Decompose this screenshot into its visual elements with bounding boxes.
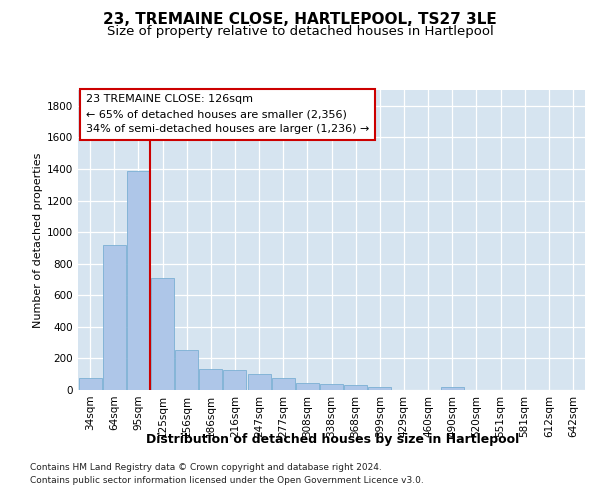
Bar bbox=[441, 387, 464, 390]
Bar bbox=[199, 370, 222, 390]
Bar bbox=[175, 350, 198, 390]
Text: Size of property relative to detached houses in Hartlepool: Size of property relative to detached ho… bbox=[107, 25, 493, 38]
Text: Distribution of detached houses by size in Hartlepool: Distribution of detached houses by size … bbox=[146, 432, 520, 446]
Bar bbox=[151, 278, 174, 390]
Bar bbox=[127, 170, 150, 390]
Text: Contains HM Land Registry data © Crown copyright and database right 2024.: Contains HM Land Registry data © Crown c… bbox=[30, 464, 382, 472]
Bar bbox=[79, 378, 101, 390]
Bar bbox=[344, 386, 367, 390]
Bar bbox=[248, 374, 271, 390]
Text: 23, TREMAINE CLOSE, HARTLEPOOL, TS27 3LE: 23, TREMAINE CLOSE, HARTLEPOOL, TS27 3LE bbox=[103, 12, 497, 28]
Bar bbox=[223, 370, 247, 390]
Text: Contains public sector information licensed under the Open Government Licence v3: Contains public sector information licen… bbox=[30, 476, 424, 485]
Text: 23 TREMAINE CLOSE: 126sqm
← 65% of detached houses are smaller (2,356)
34% of se: 23 TREMAINE CLOSE: 126sqm ← 65% of detac… bbox=[86, 94, 369, 134]
Bar bbox=[368, 387, 391, 390]
Y-axis label: Number of detached properties: Number of detached properties bbox=[33, 152, 43, 328]
Bar bbox=[320, 384, 343, 390]
Bar bbox=[272, 378, 295, 390]
Bar bbox=[296, 383, 319, 390]
Bar bbox=[103, 244, 125, 390]
